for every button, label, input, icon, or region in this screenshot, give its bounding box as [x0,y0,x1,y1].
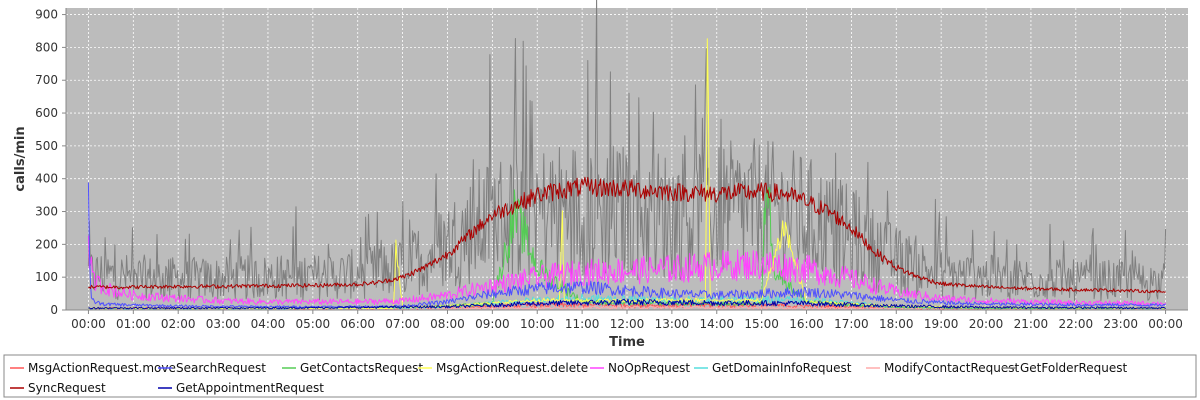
x-tick-label: 13:00 [655,317,690,331]
series-line-getappointmentrequest [88,298,1166,310]
series-lines [87,0,1167,311]
x-tick-label: 17:00 [834,317,869,331]
x-tick-label: 00:00 [1148,317,1183,331]
plot-area [66,8,1188,310]
legend-label: GetDomainInfoRequest [712,361,852,375]
legend: MsgActionRequest.move SearchRequest GetCon… [10,361,1128,395]
x-tick-label: 04:00 [251,317,286,331]
legend-label: NoOpRequest [608,361,690,375]
x-axis-title: Time [609,335,645,350]
x-ticks: 00:00 01:00 02:00 03:00 04:00 05:00 06:00 07:00… [71,310,1183,331]
y-tick-label: 200 [35,237,58,251]
x-tick-label: 02:00 [161,317,196,331]
legend-label: SearchRequest [176,361,266,375]
y-tick-label: 800 [35,40,58,54]
legend-label: GetFolderRequest [1020,361,1128,375]
legend-label: MsgActionRequest.delete [436,361,588,375]
y-tick-label: 700 [35,73,58,87]
x-tick-label: 21:00 [1014,317,1049,331]
x-tick-label: 01:00 [116,317,151,331]
y-ticks: 0 100 200 300 400 500 600 700 800 900 [35,8,66,317]
x-tick-label: 12:00 [610,317,645,331]
x-tick-label: 06:00 [340,317,375,331]
x-tick-label: 09:00 [475,317,510,331]
legend-box [3,354,1197,398]
legend-label: GetAppointmentRequest [176,381,324,395]
x-tick-label: 00:00 [71,317,106,331]
x-tick-label: 10:00 [520,317,555,331]
x-tick-label: 11:00 [565,317,600,331]
series-line-getfolderrequest [87,0,1167,302]
y-tick-label: 900 [35,8,58,22]
legend-label: GetContactsRequest [300,361,423,375]
legend-label: SyncRequest [28,381,106,395]
series-line-nooprequest [87,235,1166,306]
series-line-syncrequest [88,176,1166,294]
x-tick-label: 22:00 [1059,317,1094,331]
x-tick-label: 16:00 [789,317,824,331]
y-tick-label: 100 [35,270,58,284]
y-tick-label: 400 [35,172,58,186]
y-axis-title: calls/min [13,126,28,191]
x-tick-label: 19:00 [924,317,959,331]
x-tick-label: 18:00 [879,317,914,331]
x-tick-label: 14:00 [699,317,734,331]
y-tick-label: 600 [35,106,58,120]
x-tick-label: 03:00 [206,317,241,331]
x-tick-label: 05:00 [296,317,331,331]
x-tick-label: 15:00 [744,317,779,331]
x-tick-label: 20:00 [969,317,1004,331]
x-tick-label: 07:00 [385,317,420,331]
y-tick-label: 500 [35,139,58,153]
legend-label: ModifyContactRequest [884,361,1019,375]
x-tick-label: 08:00 [430,317,465,331]
y-tick-label: 300 [35,205,58,219]
y-tick-label: 0 [50,303,58,317]
x-tick-label: 23:00 [1103,317,1138,331]
legend-label: MsgActionRequest.move [28,361,176,375]
